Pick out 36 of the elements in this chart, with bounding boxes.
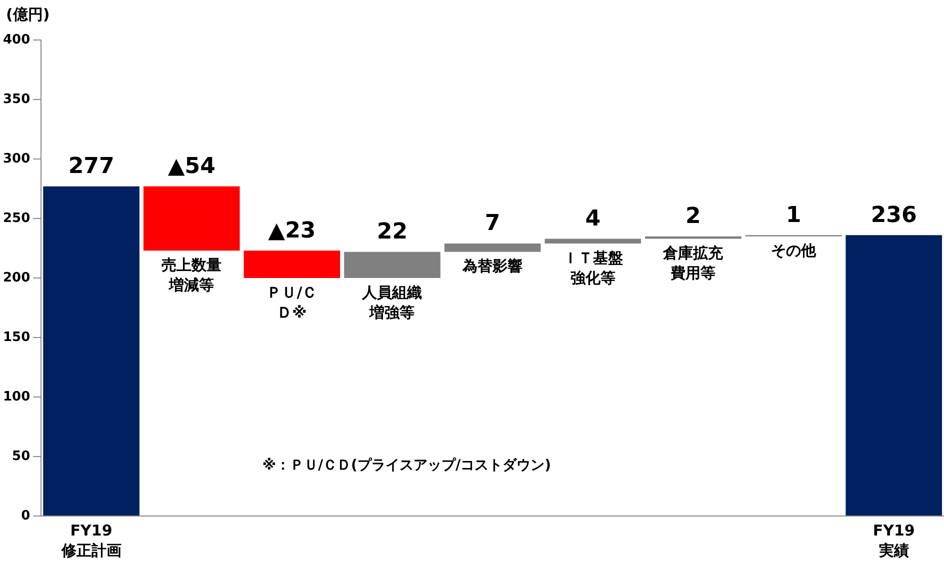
bar xyxy=(244,250,340,278)
data-label: ▲23 xyxy=(268,218,316,244)
x-tick-label: ＰＵ/ＣＤ※ xyxy=(266,283,318,322)
y-tick-label: 400 xyxy=(2,32,30,48)
bar xyxy=(444,243,541,252)
data-label: 236 xyxy=(870,202,917,228)
data-label: 7 xyxy=(484,211,500,236)
bar xyxy=(544,238,642,244)
y-tick-label: 50 xyxy=(12,448,30,464)
data-label: 22 xyxy=(376,220,408,245)
x-tick-label: その他 xyxy=(771,242,818,260)
y-tick-label: 0 xyxy=(21,508,30,524)
x-tick-label: ＩＴ基盤強化等 xyxy=(562,248,623,287)
x-tick-label: 為替影響 xyxy=(462,257,523,276)
bar xyxy=(846,235,942,516)
data-label: ▲54 xyxy=(168,154,216,180)
y-tick-label: 250 xyxy=(2,210,30,226)
x-tick-label: 倉庫拡充費用等 xyxy=(662,244,724,282)
y-tick-label: 300 xyxy=(2,151,30,166)
bar xyxy=(143,186,240,251)
x-tick-label: FY19 実績 xyxy=(872,521,915,560)
x-tick-label: 人員組織増強等 xyxy=(361,283,422,322)
y-axis-title: (億円) xyxy=(6,5,50,24)
data-label: 277 xyxy=(68,154,114,180)
x-tick-label: FY19 修正計画 xyxy=(60,521,122,560)
x-tick-label: 売上数量増減等 xyxy=(162,256,222,294)
data-label: 1 xyxy=(786,202,802,228)
data-label: 2 xyxy=(686,204,701,230)
bar xyxy=(43,186,140,516)
y-tick-label: 200 xyxy=(2,270,30,286)
data-label: 4 xyxy=(585,206,601,232)
y-tick-label: 350 xyxy=(2,92,30,107)
annotation: ※：ＰＵ/ＣＤ(プライスアップ/コストダウン) xyxy=(262,456,551,474)
y-tick-label: 150 xyxy=(2,330,30,345)
y-tick-label: 100 xyxy=(2,389,30,404)
bar xyxy=(344,252,440,278)
